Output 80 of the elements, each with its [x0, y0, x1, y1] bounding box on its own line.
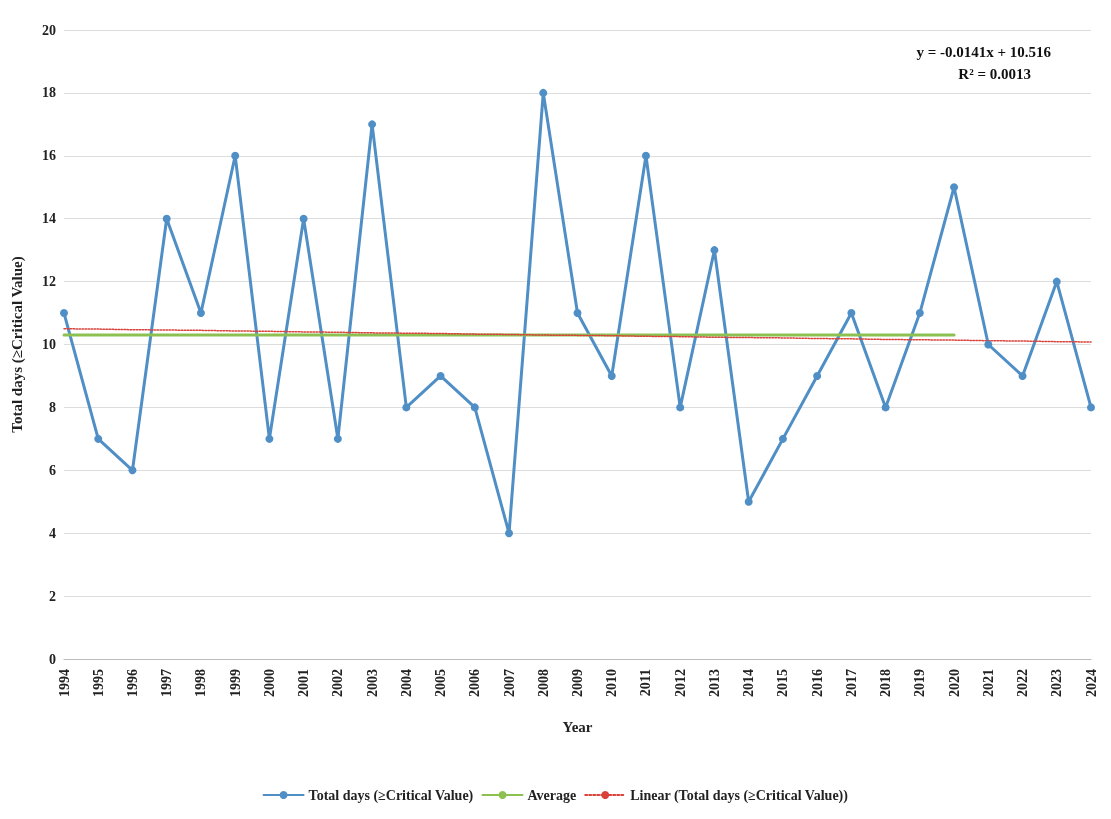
- x-tick-label: 1994: [56, 669, 72, 697]
- point: [950, 183, 959, 192]
- point: [402, 403, 411, 412]
- point: [162, 214, 171, 223]
- x-axis-title: Year: [562, 718, 593, 735]
- y-tick-label: 20: [42, 22, 56, 38]
- point: [1087, 403, 1095, 412]
- x-tick-label: 2013: [706, 669, 722, 697]
- point: [710, 246, 719, 255]
- legend-label: Total days (≥Critical Value): [308, 787, 474, 804]
- y-tick-label: 0: [49, 651, 56, 667]
- point: [436, 371, 445, 380]
- point: [128, 466, 137, 475]
- point: [847, 309, 856, 318]
- y-tick-label: 6: [49, 462, 56, 478]
- x-tick-label: 2014: [741, 669, 757, 697]
- annotation: R² = 0.0013: [958, 65, 1032, 82]
- x-tick-label: 2007: [501, 669, 517, 697]
- point: [299, 214, 308, 223]
- x-tick-label: 2022: [1015, 669, 1031, 697]
- y-tick-label: 8: [49, 399, 56, 415]
- x-tick-label: 2006: [467, 669, 483, 697]
- legend-label: Linear (Total days (≥Critical Value)): [630, 787, 849, 804]
- x-tick-label: 2021: [980, 669, 996, 697]
- point: [539, 88, 548, 97]
- point: [196, 309, 205, 318]
- y-axis-title: Total days (≥Critical Value): [8, 256, 26, 433]
- point: [1018, 371, 1027, 380]
- point: [881, 403, 890, 412]
- x-tick-label: 2017: [843, 669, 859, 697]
- x-tick-label: 2004: [398, 669, 414, 697]
- point: [641, 151, 650, 160]
- x-tick-label: 1998: [193, 669, 209, 697]
- x-tick-label: 2012: [672, 669, 688, 697]
- y-tick-label: 2: [49, 588, 56, 604]
- point: [915, 309, 924, 318]
- point: [984, 340, 993, 349]
- point: [607, 371, 616, 380]
- point: [265, 434, 274, 443]
- x-tick-label: 2018: [878, 669, 894, 697]
- x-tick-label: 2009: [570, 669, 585, 697]
- x-tick-label: 2020: [946, 669, 962, 697]
- y-tick-label: 18: [42, 85, 56, 101]
- point: [231, 151, 240, 160]
- annotation: y = -0.0141x + 10.516: [916, 43, 1052, 60]
- point: [778, 434, 787, 443]
- x-tick-label: 2023: [1049, 669, 1065, 697]
- x-tick-label: 1997: [159, 669, 175, 697]
- point: [94, 434, 103, 443]
- point: [573, 309, 582, 318]
- point: [470, 403, 479, 412]
- x-tick-label: 2002: [330, 669, 346, 697]
- y-tick-label: 16: [42, 148, 56, 164]
- x-tick-label: 2015: [775, 669, 791, 697]
- x-tick-label: 2003: [364, 669, 380, 697]
- y-tick-label: 10: [42, 337, 56, 352]
- x-tick-label: 2008: [535, 669, 551, 697]
- x-tick-label: 2001: [296, 669, 312, 697]
- x-tick-label: 1996: [124, 669, 140, 697]
- x-tick-label: 2016: [809, 669, 825, 697]
- x-tick-label: 2005: [433, 669, 449, 697]
- y-tick-label: 4: [49, 525, 56, 541]
- point: [1052, 277, 1061, 286]
- x-tick-label: 2011: [638, 669, 654, 697]
- y-tick-label: 12: [42, 274, 56, 290]
- x-tick-label: 2000: [261, 669, 277, 697]
- point: [333, 434, 342, 443]
- point: [368, 120, 377, 129]
- x-tick-label: 2019: [912, 669, 928, 697]
- point: [60, 309, 68, 318]
- x-tick-label: 2024: [1083, 669, 1099, 697]
- point: [676, 403, 685, 412]
- legend-label: Average: [527, 787, 577, 803]
- point: [744, 497, 753, 506]
- point: [505, 529, 514, 538]
- y-tick-label: 14: [42, 211, 56, 227]
- x-tick-label: 1995: [90, 669, 106, 697]
- point: [813, 371, 822, 380]
- x-tick-label: 1999: [227, 669, 243, 697]
- x-tick-label: 2010: [604, 669, 620, 697]
